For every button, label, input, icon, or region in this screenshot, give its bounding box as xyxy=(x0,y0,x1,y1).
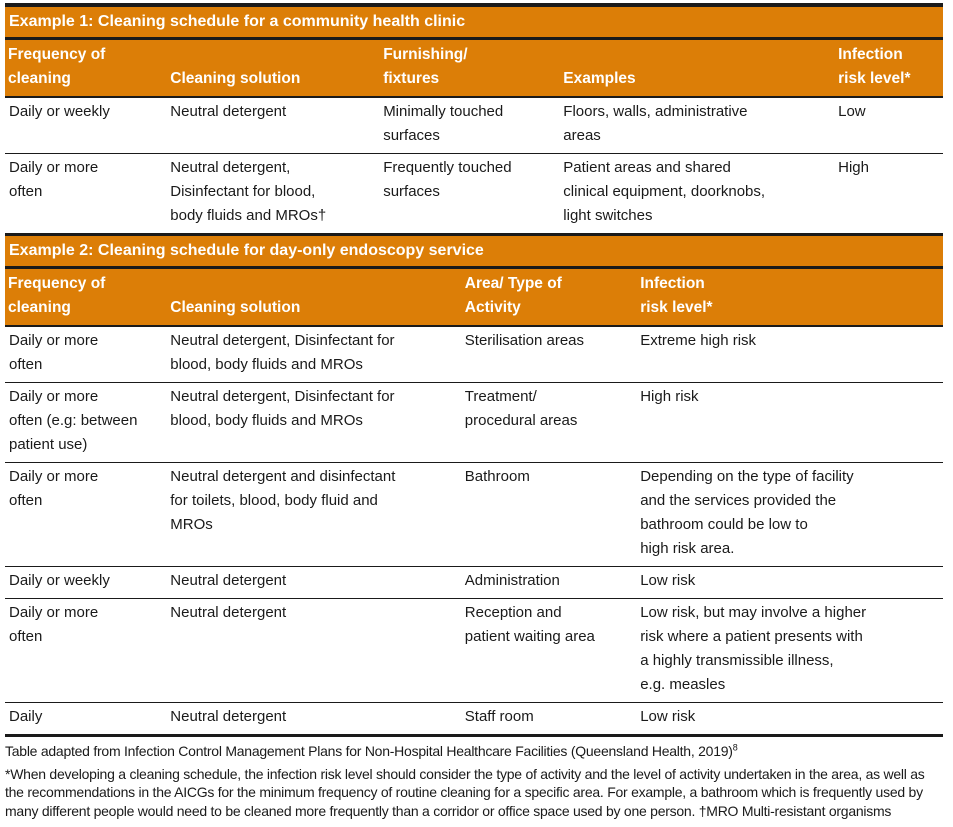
table-cell-furnishing: Minimally touched surfaces xyxy=(380,97,561,154)
table-cell-frequency: Daily xyxy=(5,702,168,737)
table-cell-cleaning-solution: Neutral detergent, Disinfectant for bloo… xyxy=(167,153,381,236)
cleaning-schedule-document: Example 1: Cleaning schedule for a commu… xyxy=(5,3,943,820)
table-row: Daily or more often Neutral detergent, D… xyxy=(5,326,943,383)
table-cell-cleaning-solution: Neutral detergent, Disinfectant for bloo… xyxy=(167,382,462,463)
table-cell-frequency: Daily or more often xyxy=(5,462,168,567)
table-cell-frequency: Daily or more often xyxy=(5,153,168,236)
table-row: Daily Neutral detergent Staff room Low r… xyxy=(5,702,943,737)
footnote-source-text: Table adapted from Infection Control Man… xyxy=(5,743,733,759)
table-row: Daily or weekly Neutral detergent Admini… xyxy=(5,566,943,599)
column-header-frequency: Frequency of cleaning xyxy=(5,38,168,98)
table-example1: Example 1: Cleaning schedule for a commu… xyxy=(5,3,943,236)
table-row: Daily or weekly Neutral detergent Minima… xyxy=(5,97,943,154)
table-cell-area: Staff room xyxy=(461,702,638,737)
table-cell-area: Bathroom xyxy=(461,462,638,567)
table2-title-row: Example 2: Cleaning schedule for day-onl… xyxy=(5,236,943,269)
table-cell-cleaning-solution: Neutral detergent xyxy=(167,97,381,154)
table-cell-examples: Floors, walls, administrative areas xyxy=(560,97,836,154)
column-header-infection-risk: Infection risk level* xyxy=(637,267,943,327)
table-cell-risk: Depending on the type of facility and th… xyxy=(637,462,943,567)
footnote-reference-superscript: 8 xyxy=(732,742,738,753)
table1-title: Example 1: Cleaning schedule for a commu… xyxy=(5,5,943,40)
column-header-frequency: Frequency of cleaning xyxy=(5,267,168,327)
column-header-examples: Examples xyxy=(560,38,836,98)
table-cell-examples: Patient areas and shared clinical equipm… xyxy=(560,153,836,236)
column-header-infection-risk: Infection risk level* xyxy=(835,38,943,98)
table-cell-cleaning-solution: Neutral detergent, Disinfectant for bloo… xyxy=(167,326,462,383)
column-header-area-type: Area/ Type of Activity xyxy=(461,267,638,327)
table-cell-furnishing: Frequently touched surfaces xyxy=(380,153,561,236)
table-cell-risk: Low risk, but may involve a higher risk … xyxy=(637,598,943,703)
table-cell-risk: Low risk xyxy=(637,566,943,599)
table-cell-cleaning-solution: Neutral detergent xyxy=(167,566,462,599)
footnote-source: Table adapted from Infection Control Man… xyxy=(5,742,943,761)
table-cell-frequency: Daily or more often (e.g: between patien… xyxy=(5,382,168,463)
table-example2: Example 2: Cleaning schedule for day-onl… xyxy=(5,236,943,737)
table-cell-risk: Low xyxy=(835,97,943,154)
table-cell-area: Administration xyxy=(461,566,638,599)
table-cell-risk: High risk xyxy=(637,382,943,463)
footnotes-section: Table adapted from Infection Control Man… xyxy=(5,742,943,820)
table-cell-cleaning-solution: Neutral detergent xyxy=(167,702,462,737)
column-header-cleaning-solution: Cleaning solution xyxy=(167,38,381,98)
column-header-furnishing-fixtures: Furnishing/ fixtures xyxy=(380,38,561,98)
footnote-note: *When developing a cleaning schedule, th… xyxy=(5,765,925,819)
table2-header-row: Frequency of cleaning Cleaning solution … xyxy=(5,267,943,327)
table-cell-area: Reception and patient waiting area xyxy=(461,598,638,703)
column-header-cleaning-solution: Cleaning solution xyxy=(167,267,462,327)
table-cell-frequency: Daily or weekly xyxy=(5,97,168,154)
table1-title-row: Example 1: Cleaning schedule for a commu… xyxy=(5,5,943,40)
table-row: Daily or more often (e.g: between patien… xyxy=(5,382,943,463)
table-cell-cleaning-solution: Neutral detergent xyxy=(167,598,462,703)
table-cell-frequency: Daily or more often xyxy=(5,326,168,383)
table-cell-frequency: Daily or weekly xyxy=(5,566,168,599)
table2-title: Example 2: Cleaning schedule for day-onl… xyxy=(5,236,943,269)
table1-header-row: Frequency of cleaning Cleaning solution … xyxy=(5,38,943,98)
table-cell-risk: High xyxy=(835,153,943,236)
table-cell-frequency: Daily or more often xyxy=(5,598,168,703)
table-cell-risk: Extreme high risk xyxy=(637,326,943,383)
table-cell-area: Treatment/ procedural areas xyxy=(461,382,638,463)
table-cell-cleaning-solution: Neutral detergent and disinfectant for t… xyxy=(167,462,462,567)
table-row: Daily or more often Neutral detergent Re… xyxy=(5,598,943,703)
table-row: Daily or more often Neutral detergent an… xyxy=(5,462,943,567)
table-cell-area: Sterilisation areas xyxy=(461,326,638,383)
table-row: Daily or more often Neutral detergent, D… xyxy=(5,153,943,236)
table-cell-risk: Low risk xyxy=(637,702,943,737)
